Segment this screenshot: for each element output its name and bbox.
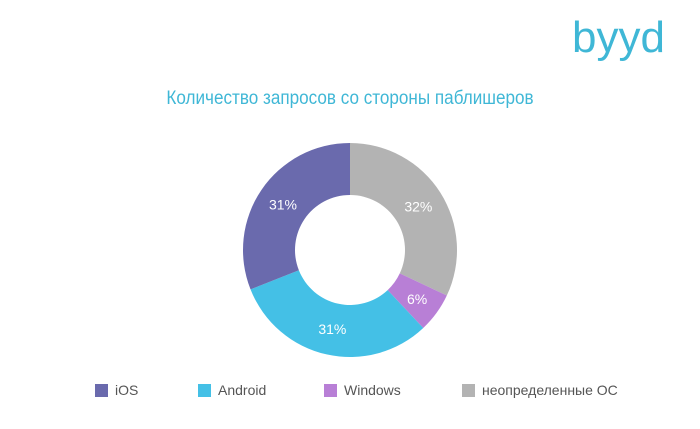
legend-label: iOS bbox=[115, 382, 139, 398]
legend-label: неопределенные ОС bbox=[482, 382, 618, 398]
legend-swatch bbox=[324, 383, 337, 397]
legend-label: Android bbox=[218, 382, 267, 398]
legend-label: Windows bbox=[344, 382, 401, 398]
slice-неопределенные-ос bbox=[350, 143, 457, 296]
slice-label-android: 31% bbox=[318, 321, 346, 337]
slice-label-неопределенные-ос: 32% bbox=[404, 199, 432, 215]
legend-swatch bbox=[198, 383, 211, 397]
legend-item-android: Android bbox=[198, 382, 266, 398]
legend-item-неопределенные-ос: неопределенные ОС bbox=[462, 382, 618, 398]
svg-text:byyd: byyd bbox=[572, 16, 665, 62]
slice-label-windows: 6% bbox=[407, 291, 427, 307]
byyd-logo: byyd bbox=[572, 13, 687, 73]
legend-swatch bbox=[95, 383, 108, 397]
legend-item-ios: iOS bbox=[95, 382, 138, 398]
chart-title: Количество запросов со стороны паблишеро… bbox=[166, 88, 534, 109]
slice-ios bbox=[243, 143, 350, 290]
legend-swatch bbox=[462, 383, 475, 397]
slice-android bbox=[250, 270, 424, 357]
legend-item-windows: Windows bbox=[324, 382, 401, 398]
chart-legend: iOS Android Windows неопределенные ОС bbox=[0, 382, 700, 402]
slice-windows bbox=[387, 273, 447, 328]
slice-label-ios: 31% bbox=[269, 196, 297, 212]
